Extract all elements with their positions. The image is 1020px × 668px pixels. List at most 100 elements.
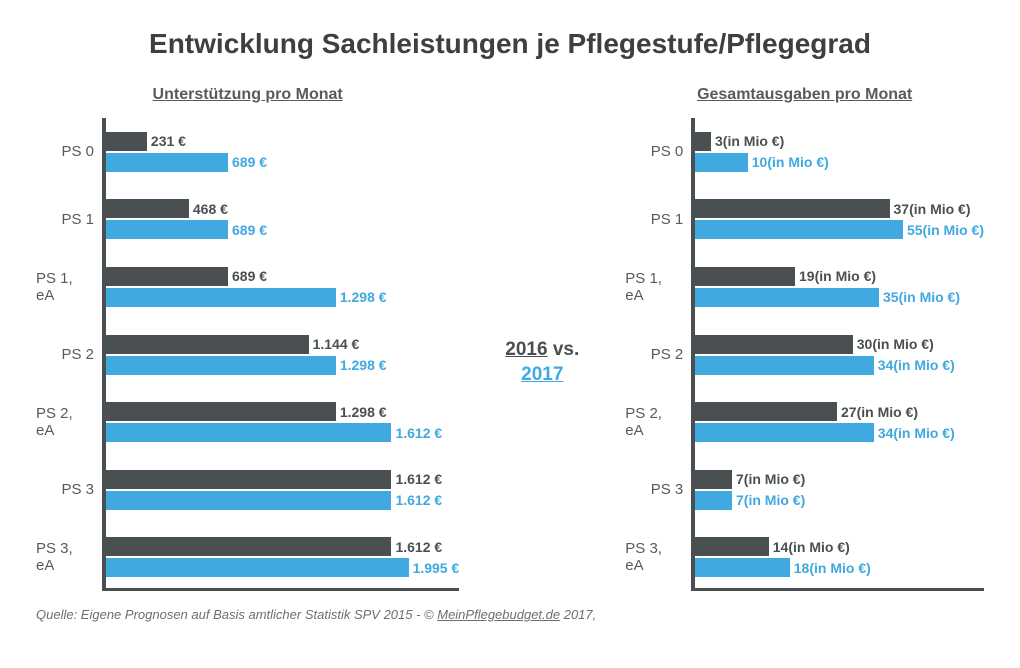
bar-2016 [106, 267, 228, 286]
bar-group: 1.612 € 1.995 € [106, 523, 459, 591]
bar-value-label: 27(in Mio €) [837, 404, 918, 420]
bar-value-label: 1.612 € [391, 425, 442, 441]
bar-row: 34(in Mio €) [695, 356, 984, 375]
bar-value-label: 1.298 € [336, 404, 387, 420]
bar-2017 [106, 423, 391, 442]
bar-2017 [695, 356, 873, 375]
bar-2017 [106, 288, 336, 307]
bar-2017 [106, 220, 228, 239]
bar-2017 [695, 423, 873, 442]
source-suffix: 2017, [560, 607, 596, 622]
bar-row: 27(in Mio €) [695, 402, 984, 421]
bar-row: 689 € [106, 153, 459, 172]
bar-row: 55(in Mio €) [695, 220, 984, 239]
bar-group: 27(in Mio €) 34(in Mio €) [695, 388, 984, 456]
bar-row: 1.995 € [106, 558, 459, 577]
bar-2017 [695, 220, 903, 239]
bar-group: 1.612 € 1.612 € [106, 456, 459, 524]
bar-2017 [695, 491, 732, 510]
bar-value-label: 689 € [228, 154, 267, 170]
bar-row: 34(in Mio €) [695, 423, 984, 442]
category-label: PS 1 [625, 186, 691, 254]
bar-2016 [106, 132, 147, 151]
bar-2016 [695, 267, 795, 286]
bar-row: 689 € [106, 267, 459, 286]
bar-value-label: 35(in Mio €) [879, 289, 960, 305]
category-label: PS 3 [625, 456, 691, 524]
bar-group: 37(in Mio €) 55(in Mio €) [695, 186, 984, 254]
category-label: PS 3, eA [625, 523, 691, 591]
bar-2017 [106, 153, 228, 172]
bar-value-label: 1.144 € [309, 336, 360, 352]
bar-row: 1.144 € [106, 335, 459, 354]
category-label: PS 0 [36, 118, 102, 186]
bar-row: 689 € [106, 220, 459, 239]
chart-right-plot: PS 0PS 1PS 1, eAPS 2PS 2, eAPS 3PS 3, eA… [625, 118, 984, 591]
bar-value-label: 1.298 € [336, 357, 387, 373]
bar-row: 35(in Mio €) [695, 288, 984, 307]
bar-value-label: 10(in Mio €) [748, 154, 829, 170]
bar-value-label: 34(in Mio €) [874, 425, 955, 441]
bar-value-label: 37(in Mio €) [890, 201, 971, 217]
bar-value-label: 30(in Mio €) [853, 336, 934, 352]
bar-row: 1.612 € [106, 491, 459, 510]
bar-2016 [106, 402, 336, 421]
bar-2016 [695, 132, 711, 151]
bar-2016 [695, 199, 889, 218]
bar-row: 1.612 € [106, 470, 459, 489]
category-label: PS 2, eA [625, 388, 691, 456]
bar-row: 14(in Mio €) [695, 537, 984, 556]
bar-value-label: 1.298 € [336, 289, 387, 305]
bar-group: 1.298 €1.612 € [106, 388, 459, 456]
legend-vs: vs. [553, 339, 579, 360]
bar-value-label: 468 € [189, 201, 228, 217]
bar-group: 1.144 € 1.298 € [106, 321, 459, 389]
bar-group: 7(in Mio €) 7(in Mio €) [695, 456, 984, 524]
chart-left-subtitle: Unterstützung pro Monat [36, 86, 459, 104]
category-label: PS 1, eA [625, 253, 691, 321]
legend-year-2016: 2016 [505, 339, 547, 360]
bar-row: 7(in Mio €) [695, 470, 984, 489]
bar-row: 37(in Mio €) [695, 199, 984, 218]
bar-2016 [695, 537, 768, 556]
bar-row: 19(in Mio €) [695, 267, 984, 286]
legend-year-2017: 2017 [521, 364, 563, 385]
chart-left-plot: PS 0PS 1PS 1, eAPS 2PS 2, eAPS 3PS 3, eA… [36, 118, 459, 591]
category-label: PS 0 [625, 118, 691, 186]
source-line: Quelle: Eigene Prognosen auf Basis amtli… [36, 607, 984, 622]
bar-row: 30(in Mio €) [695, 335, 984, 354]
bar-row: 10(in Mio €) [695, 153, 984, 172]
category-label: PS 3, eA [36, 523, 102, 591]
category-label: PS 1, eA [36, 253, 102, 321]
bar-2016 [106, 537, 391, 556]
bar-row: 231 € [106, 132, 459, 151]
bar-value-label: 14(in Mio €) [769, 539, 850, 555]
bar-row: 18(in Mio €) [695, 558, 984, 577]
chart-right: Gesamtausgaben pro Monat PS 0PS 1PS 1, e… [625, 86, 984, 591]
bar-value-label: 1.612 € [391, 539, 442, 555]
legend-center: 2016 vs. 2017 [487, 86, 597, 591]
source-brand: MeinPflegebudget.de [437, 607, 560, 622]
category-label: PS 2 [36, 321, 102, 389]
bar-row: 7(in Mio €) [695, 491, 984, 510]
bar-value-label: 19(in Mio €) [795, 268, 876, 284]
bar-row: 1.612 € [106, 537, 459, 556]
bar-group: 689 € 1.298 € [106, 253, 459, 321]
bar-2017 [106, 491, 391, 510]
category-label: PS 2, eA [36, 388, 102, 456]
bar-2017 [695, 288, 879, 307]
bar-2017 [106, 558, 409, 577]
source-prefix: Quelle: Eigene Prognosen auf Basis amtli… [36, 607, 437, 622]
bar-group: 19(in Mio €)35(in Mio €) [695, 253, 984, 321]
charts-container: Unterstützung pro Monat PS 0PS 1PS 1, eA… [36, 86, 984, 591]
bar-value-label: 689 € [228, 222, 267, 238]
category-label: PS 2 [625, 321, 691, 389]
bar-2016 [106, 335, 309, 354]
bar-2016 [695, 402, 837, 421]
bar-2016 [106, 470, 391, 489]
bar-group: 231 € 689 € [106, 118, 459, 186]
bar-group: 30(in Mio €) 34(in Mio €) [695, 321, 984, 389]
bar-group: 468 €689 € [106, 186, 459, 254]
bar-row: 468 € [106, 199, 459, 218]
bar-row: 1.298 € [106, 356, 459, 375]
